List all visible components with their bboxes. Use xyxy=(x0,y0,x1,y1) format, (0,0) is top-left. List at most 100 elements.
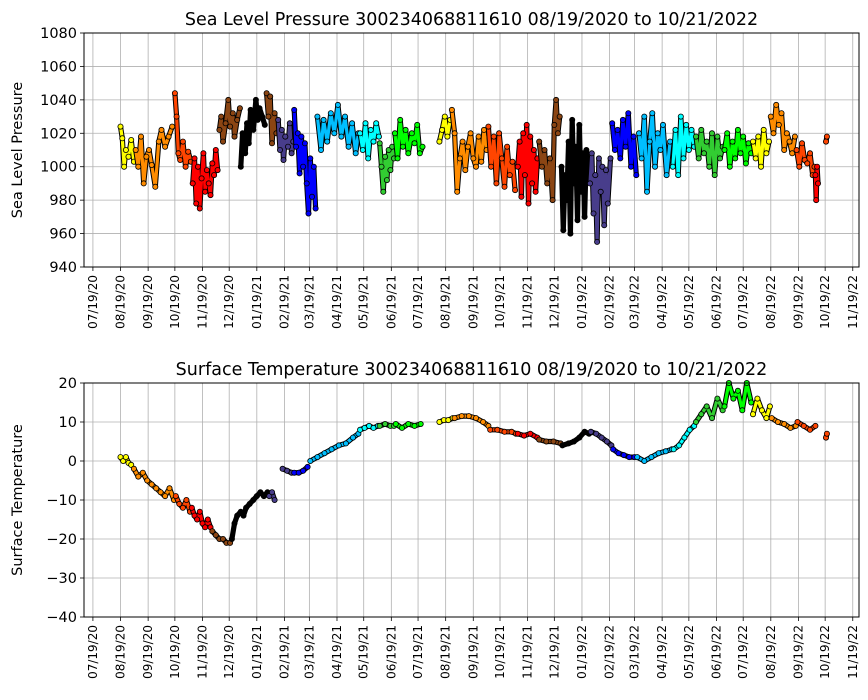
data-point xyxy=(774,418,781,425)
data-point xyxy=(314,454,321,461)
data-point xyxy=(247,106,254,113)
data-point xyxy=(196,508,203,515)
data-point xyxy=(399,143,406,150)
data-point xyxy=(320,116,327,123)
data-point xyxy=(171,90,178,97)
series-line xyxy=(559,118,590,236)
data-point xyxy=(185,148,192,155)
series-24 xyxy=(721,126,755,170)
data-point xyxy=(182,163,189,170)
data-point xyxy=(209,160,216,167)
data-point xyxy=(773,101,780,108)
temperature-panel: −40 −30 −20 −10 0 10 20 07/19/20 08/19/20 09/19/… xyxy=(10,360,860,679)
data-point xyxy=(714,133,721,140)
data-point xyxy=(308,193,315,200)
data-point xyxy=(560,227,567,234)
y-tick-label: −10 xyxy=(46,493,77,509)
data-point xyxy=(335,442,342,449)
data-point xyxy=(655,450,662,457)
data-point xyxy=(538,163,545,170)
data-point xyxy=(417,420,424,427)
x-tick-label: 07/19/22 xyxy=(736,625,750,679)
data-point xyxy=(162,143,169,150)
series-23 xyxy=(693,126,726,179)
series-17 xyxy=(536,96,563,204)
data-point xyxy=(334,101,341,108)
data-point xyxy=(504,143,511,150)
x-tick-label: 03/19/22 xyxy=(628,275,642,329)
series-20 xyxy=(610,446,638,461)
data-point xyxy=(634,454,641,461)
data-point xyxy=(250,126,257,133)
series-20 xyxy=(609,110,640,179)
data-point xyxy=(246,500,253,507)
series-7 xyxy=(275,116,297,163)
data-point xyxy=(331,130,338,137)
data-point xyxy=(300,467,307,474)
x-tick-label: 07/19/22 xyxy=(736,275,750,329)
data-point xyxy=(804,160,811,167)
data-point xyxy=(173,113,180,120)
data-point xyxy=(633,172,640,179)
data-point xyxy=(734,387,741,394)
data-point xyxy=(194,516,201,523)
data-point xyxy=(607,155,614,162)
data-point xyxy=(245,140,252,147)
x-tick-label: 11/19/22 xyxy=(846,625,860,679)
series-6 xyxy=(263,90,280,147)
data-point xyxy=(516,138,523,145)
data-point xyxy=(448,106,455,113)
data-point xyxy=(501,428,508,435)
data-point xyxy=(365,155,372,162)
x-tick-label: 08/19/20 xyxy=(114,275,128,329)
data-point xyxy=(176,500,183,507)
data-point xyxy=(307,457,314,464)
data-point xyxy=(501,183,508,190)
data-point xyxy=(681,434,688,441)
data-point xyxy=(135,163,142,170)
data-point xyxy=(212,532,219,539)
data-point xyxy=(179,504,186,511)
data-point xyxy=(157,489,164,496)
series-4 xyxy=(209,528,234,546)
y-tick-label: −20 xyxy=(46,532,77,548)
data-point xyxy=(641,457,648,464)
data-point xyxy=(436,138,443,145)
data-point xyxy=(587,428,594,435)
data-point xyxy=(362,120,369,127)
data-point xyxy=(787,424,794,431)
data-point xyxy=(813,197,820,204)
data-point xyxy=(376,140,383,147)
x-tick-label: 05/19/22 xyxy=(682,275,696,329)
data-point xyxy=(219,536,226,543)
data-point xyxy=(324,138,331,145)
x-tick-label: 09/19/22 xyxy=(791,625,805,679)
data-point xyxy=(669,163,676,170)
data-point xyxy=(675,172,682,179)
data-point xyxy=(750,411,757,418)
data-point xyxy=(496,130,503,137)
x-tick-label: 12/19/21 xyxy=(547,275,561,329)
data-point xyxy=(139,469,146,476)
series-26 xyxy=(767,101,798,157)
data-point xyxy=(823,430,830,437)
data-point xyxy=(349,120,356,127)
data-point xyxy=(243,504,250,511)
data-point xyxy=(594,238,601,245)
data-point xyxy=(310,163,317,170)
x-tick-label: 05/19/22 xyxy=(682,625,696,679)
data-point xyxy=(740,133,747,140)
data-point xyxy=(622,143,629,150)
data-point xyxy=(338,133,345,140)
data-point xyxy=(574,217,581,224)
x-tick-label: 10/19/21 xyxy=(493,275,507,329)
series-10 xyxy=(357,120,382,162)
data-point xyxy=(775,121,782,128)
series-line xyxy=(265,91,278,145)
data-point xyxy=(525,200,532,207)
series-11 xyxy=(376,140,397,195)
data-point xyxy=(767,113,774,120)
pressure-marks xyxy=(117,90,830,245)
data-point xyxy=(518,193,525,200)
data-point xyxy=(464,143,471,150)
